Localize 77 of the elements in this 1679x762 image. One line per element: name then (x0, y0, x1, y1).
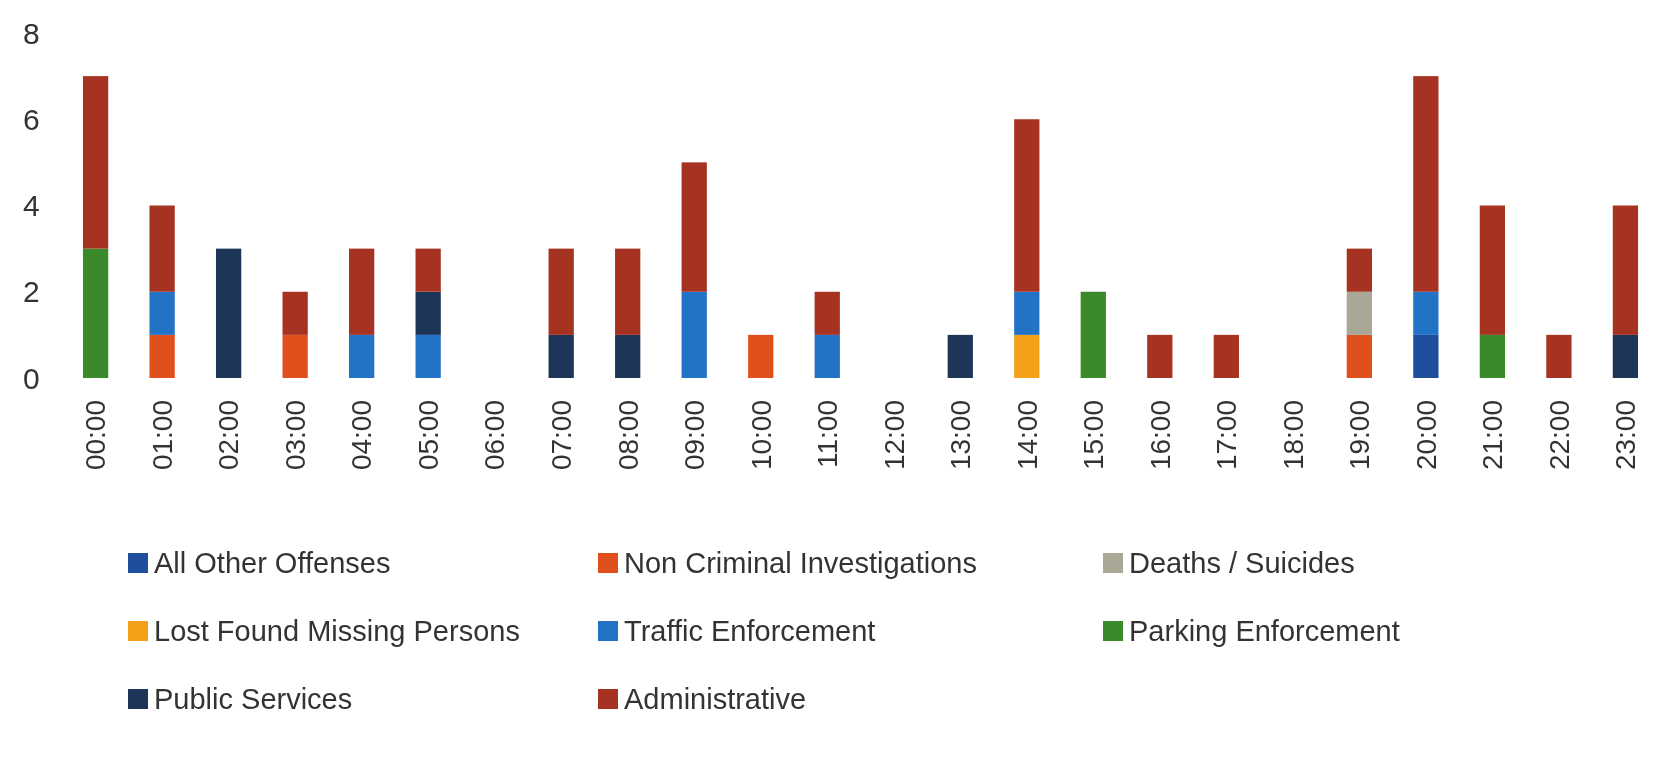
bar (947, 334, 973, 378)
bar (681, 162, 707, 292)
bar (1147, 334, 1173, 378)
x-tick-label: 16:00 (1144, 400, 1176, 471)
bar (1612, 205, 1639, 335)
x-tick-label: 04:00 (346, 400, 378, 471)
bar (681, 291, 707, 378)
bar (282, 334, 308, 378)
y-tick-label: 8 (23, 16, 40, 50)
bar (548, 334, 574, 378)
bar (82, 248, 109, 378)
bar (1612, 334, 1639, 378)
bar (615, 248, 641, 335)
x-tick-label: 13:00 (945, 400, 977, 471)
bar (215, 248, 242, 378)
bar (1413, 291, 1439, 335)
legend-label: All Other Offenses (154, 547, 391, 580)
bar (1346, 291, 1372, 335)
x-tick-label: 00:00 (80, 400, 112, 471)
x-tick-label: 10:00 (745, 400, 777, 471)
bar (1479, 205, 1506, 335)
legend-label: Traffic Enforcement (624, 615, 876, 648)
bar (1014, 334, 1040, 378)
bar (1080, 291, 1106, 378)
x-tick-label: 06:00 (479, 400, 511, 471)
x-tick-label: 05:00 (412, 400, 444, 471)
legend-label: Administrative (624, 683, 807, 716)
bar (1014, 119, 1040, 292)
bar (1346, 334, 1372, 378)
legend-label: Parking Enforcement (1129, 615, 1400, 648)
bar (415, 291, 441, 335)
legend-label: Public Services (154, 683, 353, 716)
y-tick-label: 6 (23, 102, 40, 136)
x-tick-label: 07:00 (545, 400, 577, 471)
x-tick-label: 11:00 (812, 400, 844, 468)
bar (1546, 334, 1572, 378)
bar (748, 334, 774, 378)
x-tick-label: 18:00 (1277, 400, 1309, 471)
bar (1413, 76, 1439, 292)
x-tick-label: 22:00 (1543, 400, 1575, 471)
x-tick-label: 21:00 (1477, 400, 1509, 471)
legend-label: Lost Found Missing Persons (154, 615, 520, 648)
bar (548, 248, 574, 335)
bar (1413, 334, 1439, 378)
x-tick-label: 03:00 (279, 400, 311, 471)
bar (1346, 248, 1372, 292)
x-tick-label: 19:00 (1344, 400, 1376, 471)
bar (415, 334, 441, 378)
bar (814, 334, 840, 378)
bar (82, 76, 109, 249)
x-tick-label: 17:00 (1211, 400, 1243, 471)
bar (349, 248, 375, 335)
y-tick-label: 2 (23, 275, 40, 309)
bar (615, 334, 641, 378)
bar (1479, 334, 1506, 378)
bar (415, 248, 441, 292)
legend-label: Deaths / Suicides (1129, 547, 1355, 580)
y-tick-label: 4 (23, 189, 40, 222)
bar (1213, 334, 1239, 378)
x-tick-label: 09:00 (679, 400, 711, 471)
bar (1014, 291, 1040, 335)
x-tick-label: 08:00 (612, 400, 644, 471)
x-tick-label: 14:00 (1011, 400, 1043, 471)
bar (149, 334, 175, 378)
bar (814, 291, 840, 335)
x-tick-label: 01:00 (146, 400, 178, 471)
x-tick-label: 20:00 (1410, 400, 1442, 471)
bar (349, 334, 375, 378)
bar (149, 291, 175, 335)
x-tick-label: 12:00 (878, 400, 910, 471)
y-tick-label: 0 (23, 361, 40, 395)
bar (282, 291, 308, 335)
bar (149, 205, 175, 292)
x-tick-label: 15:00 (1078, 400, 1110, 471)
x-tick-label: 02:00 (213, 400, 245, 471)
legend-label: Non Criminal Investigations (624, 547, 977, 580)
x-tick-label: 23:00 (1610, 400, 1642, 471)
